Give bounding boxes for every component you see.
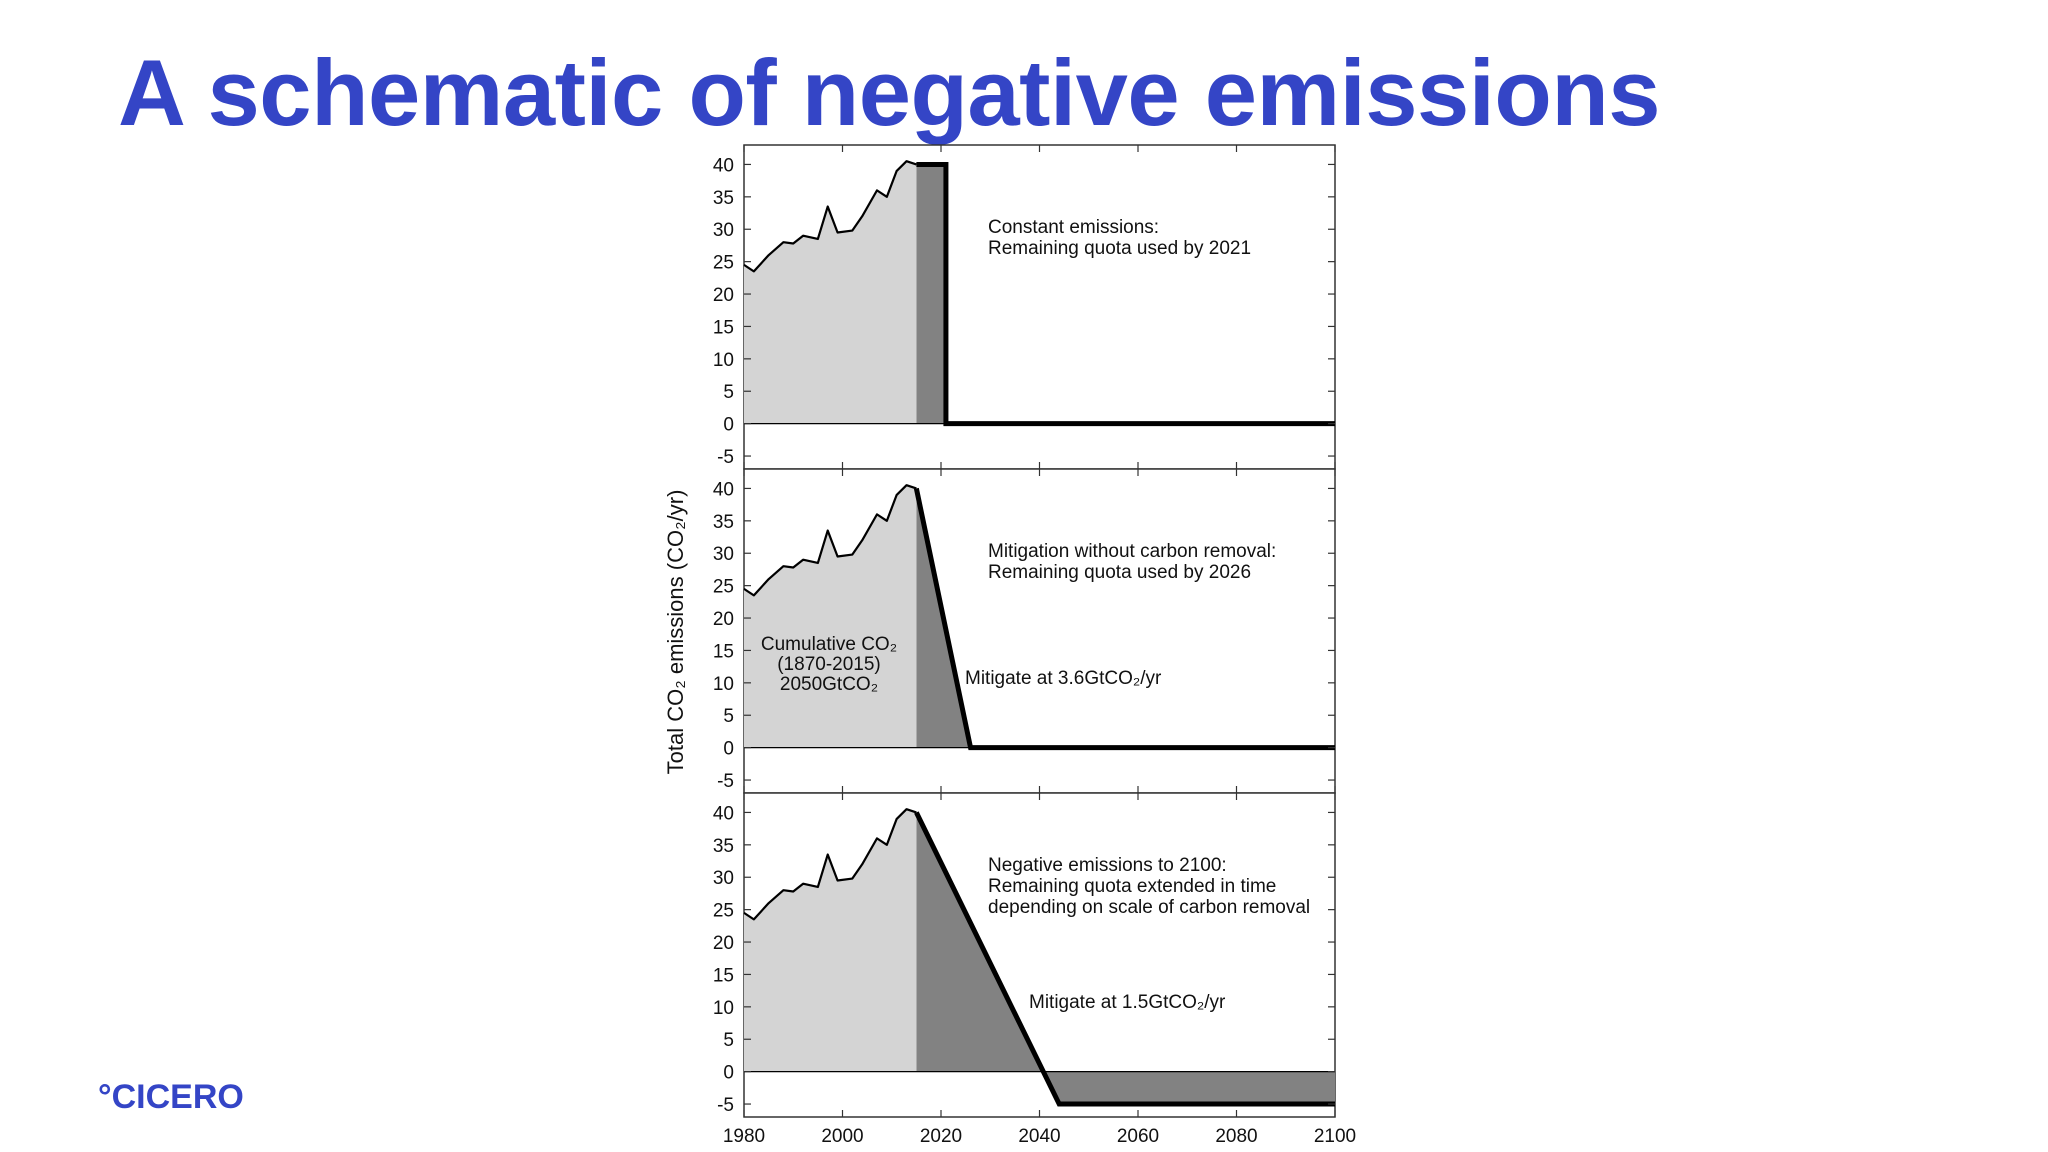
y-tick-label: 20 (713, 285, 734, 306)
y-tick-label: 25 (713, 901, 734, 922)
chart-panel-2: 40 35 30 25 20 15 10 5 0 -5 Mitigation without car… (713, 468, 1336, 794)
y-tick-label: 25 (713, 253, 734, 274)
annotation-line: Mitigation without carbon removal: (988, 541, 1276, 562)
y-tick-label: 10 (713, 350, 734, 371)
y-tick-label: 20 (713, 609, 734, 630)
annotation-line: depending on scale of carbon removal (988, 897, 1310, 918)
scenario-line (913, 487, 1335, 751)
y-tick-label: -5 (717, 1095, 734, 1116)
y-tick-label: -5 (717, 447, 734, 468)
y-tick-label: 10 (713, 674, 734, 695)
y-tick-label: 0 (723, 415, 734, 436)
y-tick-label: 5 (723, 1030, 734, 1051)
chart-panel-1: 40 35 30 25 20 15 10 5 0 -5 Constant emissions: Rem… (713, 144, 1336, 470)
scenario-line (916, 161, 1335, 427)
annotation-mitigation: Mitigation without carbon removal: Remain… (988, 541, 1276, 583)
historical-emissions-area (744, 161, 917, 424)
y-tick-label: 5 (723, 382, 734, 403)
rate-label: Mitigate at 3.6GtCO₂/yr (965, 668, 1162, 689)
annotation-line: Remaining quota used by 2026 (988, 562, 1251, 583)
annotation-negative-emissions: Negative emissions to 2100: Remaining quo… (988, 855, 1310, 918)
chart-panel-3: 40 35 30 25 20 15 10 5 0 -5 Negative emissions to … (713, 792, 1336, 1118)
annotation-line: Remaining quota used by 2021 (988, 238, 1251, 259)
historical-emissions-area (744, 809, 917, 1072)
y-tick-label: 15 (713, 317, 734, 338)
x-tick-label: 1980 (723, 1126, 765, 1147)
historical-emissions-line (743, 484, 917, 597)
x-tick-label: 2100 (1314, 1126, 1356, 1147)
remaining-quota-area (916, 488, 1335, 748)
y-tick-label: 40 (713, 155, 734, 176)
y-tick-label: 40 (713, 479, 734, 500)
y-tick-label: 30 (713, 544, 734, 565)
y-tick-label: 0 (723, 739, 734, 760)
y-tick-label: 30 (713, 220, 734, 241)
historical-emissions-line (743, 808, 917, 921)
y-tick-label: 15 (713, 965, 734, 986)
cumulative-label-line: (1870-2015) (777, 654, 881, 675)
y-tick-label: 20 (713, 933, 734, 954)
annotation-line: Negative emissions to 2100: (988, 855, 1227, 876)
scenario-line (914, 811, 1335, 1107)
y-tick-label: 15 (713, 641, 734, 662)
annotation-line: Constant emissions: (988, 217, 1159, 238)
x-tick-label: 2080 (1215, 1126, 1257, 1147)
y-axis-label: Total CO₂ emissions (CO₂/yr) (663, 490, 688, 775)
cumulative-label-line: Cumulative CO₂ (761, 634, 897, 655)
x-tick-label: 2040 (1018, 1126, 1060, 1147)
y-tick-label: 25 (713, 577, 734, 598)
x-tick-label: 2060 (1117, 1126, 1159, 1147)
y-tick-label: 40 (713, 803, 734, 824)
y-tick-label: 35 (713, 512, 734, 533)
annotation-line: Remaining quota extended in time (988, 876, 1276, 897)
x-tick-label: 2020 (920, 1126, 962, 1147)
cicero-logo: °CICERO (98, 1078, 244, 1116)
y-tick-label: -5 (717, 771, 734, 792)
y-tick-label: 30 (713, 868, 734, 889)
y-tick-label: 10 (713, 998, 734, 1019)
cumulative-label-line: 2050GtCO₂ (780, 674, 878, 695)
y-tick-label: 35 (713, 188, 734, 209)
x-tick-labels: 1980 2000 2020 2040 2060 2080 2100 (723, 1126, 1356, 1147)
y-tick-label: 5 (723, 706, 734, 727)
x-tick-label: 2000 (821, 1126, 863, 1147)
rate-label: Mitigate at 1.5GtCO₂/yr (1029, 992, 1226, 1013)
cumulative-co2-label: Cumulative CO₂ (1870-2015) 2050GtCO₂ (761, 634, 897, 695)
historical-emissions-line (743, 160, 917, 273)
annotation-constant-emissions: Constant emissions: Remaining quota used … (988, 217, 1251, 259)
y-tick-label: 0 (723, 1063, 734, 1084)
historical-emissions-area (744, 485, 917, 748)
y-tick-label: 35 (713, 836, 734, 857)
page-title: A schematic of negative emissions (118, 40, 1661, 145)
